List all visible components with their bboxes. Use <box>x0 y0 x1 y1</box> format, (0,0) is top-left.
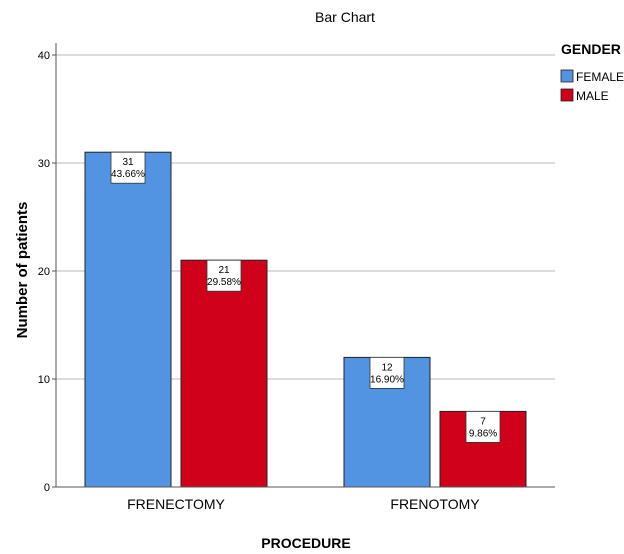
data-label-box <box>369 356 405 389</box>
y-axis-label: Number of patients <box>14 202 31 339</box>
data-label-count: 21 <box>218 265 230 276</box>
data-label-box <box>206 259 242 292</box>
data-label-percent: 43.66% <box>111 169 145 180</box>
y-tick-label: 40 <box>38 50 50 62</box>
x-axis-label: PROCEDURE <box>261 535 350 551</box>
bars <box>84 151 527 488</box>
data-label-box <box>110 151 146 184</box>
chart-title: Bar Chart <box>315 9 375 25</box>
legend-label: FEMALE <box>576 70 624 84</box>
data-label-percent: 29.58% <box>207 277 241 288</box>
legend-swatch <box>560 69 574 83</box>
data-label-percent: 9.86% <box>469 428 497 439</box>
x-tick-label: FRENECTOMY <box>127 496 225 512</box>
bar-female-frenectomy <box>84 151 172 488</box>
data-label-percent: 16.90% <box>370 374 404 385</box>
x-tick-label: FRENOTOMY <box>390 496 480 512</box>
legend: GENDER FEMALE MALE <box>560 41 624 103</box>
legend-title: GENDER <box>561 41 621 57</box>
legend-label: MALE <box>576 89 609 103</box>
data-label-count: 12 <box>381 362 393 373</box>
data-label-box <box>465 410 501 443</box>
y-tick-label: 0 <box>44 482 50 494</box>
bar-male-frenectomy <box>180 259 268 488</box>
y-tick-label: 30 <box>38 158 50 170</box>
y-tick-label: 10 <box>38 374 50 386</box>
legend-swatch <box>560 88 574 102</box>
y-tick-label: 20 <box>38 266 50 278</box>
axes: 0 10 20 30 40 FRENECTOMY FRENOTOMY <box>38 43 555 512</box>
data-label-count: 7 <box>480 416 486 427</box>
legend-items: FEMALE MALE <box>560 69 624 103</box>
data-label-count: 31 <box>122 157 134 168</box>
